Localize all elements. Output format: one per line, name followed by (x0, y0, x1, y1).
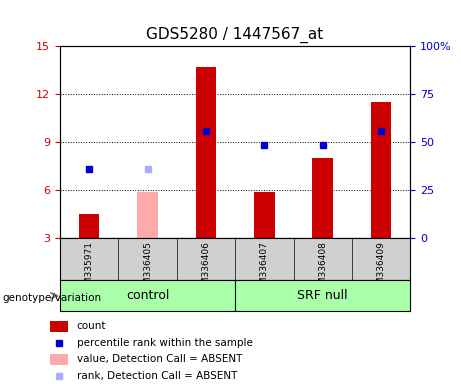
Text: GSM335971: GSM335971 (85, 242, 94, 296)
Text: percentile rank within the sample: percentile rank within the sample (77, 338, 253, 348)
Text: GSM336407: GSM336407 (260, 242, 269, 296)
Text: rank, Detection Call = ABSENT: rank, Detection Call = ABSENT (77, 371, 237, 381)
Text: GSM336406: GSM336406 (201, 242, 210, 296)
Text: GSM336408: GSM336408 (318, 242, 327, 296)
Text: genotype/variation: genotype/variation (2, 293, 101, 303)
Text: count: count (77, 321, 106, 331)
Bar (79, 214, 100, 238)
Text: control: control (126, 289, 169, 302)
Bar (313, 158, 333, 238)
Bar (254, 192, 275, 238)
Title: GDS5280 / 1447567_at: GDS5280 / 1447567_at (147, 27, 324, 43)
Text: value, Detection Call = ABSENT: value, Detection Call = ABSENT (77, 354, 242, 364)
Bar (195, 67, 216, 238)
Bar (50, 354, 68, 365)
Bar (50, 321, 68, 332)
Text: SRF null: SRF null (297, 289, 348, 302)
Text: GSM336409: GSM336409 (377, 242, 385, 296)
Text: GSM336405: GSM336405 (143, 242, 152, 296)
Bar (137, 192, 158, 238)
Bar (371, 102, 391, 238)
